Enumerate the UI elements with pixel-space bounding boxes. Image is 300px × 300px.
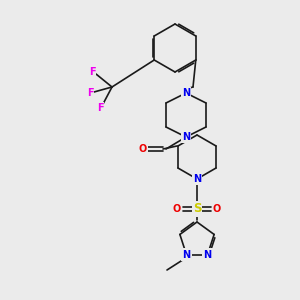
Text: F: F: [97, 103, 103, 113]
Text: N: N: [182, 250, 190, 260]
Text: F: F: [89, 67, 95, 77]
Text: N: N: [182, 88, 190, 98]
Text: S: S: [193, 202, 201, 215]
Text: O: O: [173, 204, 181, 214]
Text: O: O: [139, 144, 147, 154]
Text: F: F: [87, 88, 93, 98]
Text: N: N: [203, 250, 211, 260]
Text: N: N: [193, 174, 201, 184]
Text: O: O: [213, 204, 221, 214]
Text: N: N: [182, 132, 190, 142]
